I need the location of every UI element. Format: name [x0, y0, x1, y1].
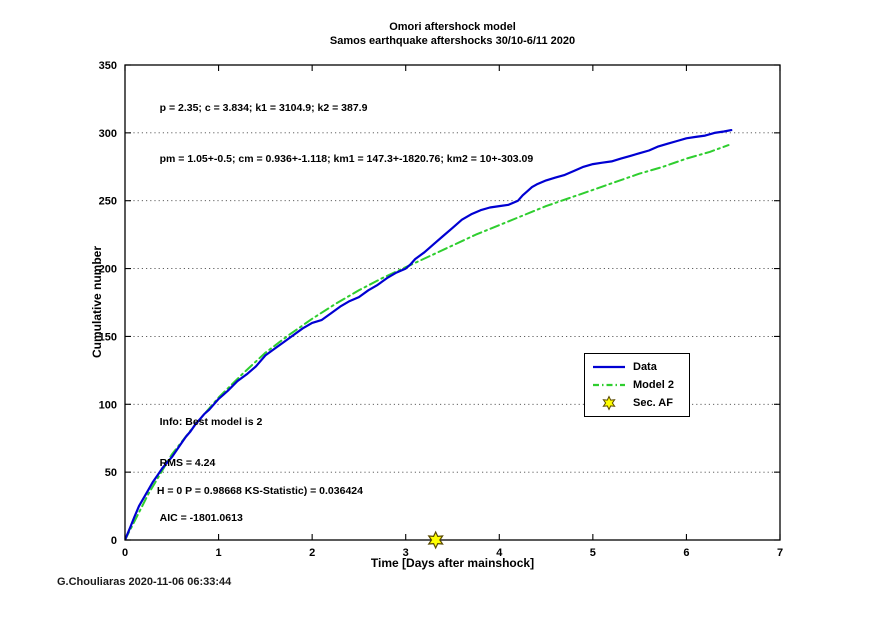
svg-text:350: 350 [99, 60, 117, 72]
line-sample-icon [593, 365, 625, 369]
plot-annotation: p = 2.35; c = 3.834; k1 = 3104.9; k2 = 3… [159, 102, 368, 115]
svg-text:100: 100 [99, 399, 117, 411]
legend: Data Model 2 Sec. AF [584, 353, 690, 417]
legend-entry-data: Data [591, 358, 683, 376]
svg-text:3: 3 [403, 547, 409, 559]
plot-annotation: Info: Best model is 2 [159, 415, 263, 428]
axis-ticks [124, 64, 781, 541]
svg-text:0: 0 [111, 535, 117, 547]
legend-label: Data [633, 361, 657, 373]
plot-annotation: pm = 1.05+-0.5; cm = 0.936+-1.118; km1 =… [159, 152, 534, 165]
svg-text:7: 7 [777, 547, 783, 559]
svg-text:300: 300 [99, 128, 117, 140]
line-sample-icon [593, 383, 625, 387]
svg-text:150: 150 [99, 331, 117, 343]
svg-text:50: 50 [105, 467, 117, 479]
svg-text:1: 1 [216, 547, 222, 559]
svg-text:6: 6 [683, 547, 689, 559]
legend-entry-sec-af: Sec. AF [591, 394, 683, 412]
svg-text:2: 2 [309, 547, 315, 559]
author-credit: G.Chouliaras 2020-11-06 06:33:44 [57, 576, 232, 588]
svg-text:4: 4 [496, 547, 503, 559]
plot-annotation: H = 0 P = 0.98668 KS-Statistic) = 0.0364… [156, 485, 363, 498]
chart-title: Omori aftershock model [389, 21, 516, 33]
chart-subtitle: Samos earthquake aftershocks 30/10-6/11 … [329, 35, 576, 47]
series-layer [125, 129, 733, 540]
plot-annotation: AIC = -1801.0613 [159, 512, 243, 525]
plot-border [124, 64, 781, 541]
svg-text:200: 200 [99, 264, 117, 276]
tick-labels: 0 1 2 3 4 5 6 7 0 50 100 150 200 250 300 350 [99, 60, 783, 559]
svg-text:5: 5 [590, 547, 596, 559]
series-data [125, 129, 733, 540]
series-model-2 [125, 144, 730, 540]
plot-annotation: RMS = 4.24 [159, 456, 216, 469]
star-icon [602, 395, 616, 411]
x-axis-label: Time [Days after mainshock] [370, 556, 535, 570]
legend-label: Sec. AF [633, 397, 673, 409]
secondary-aftershock-star-icon [427, 530, 444, 550]
legend-entry-model-2: Model 2 [591, 376, 683, 394]
svg-text:0: 0 [122, 547, 128, 559]
y-axis-label: Cumulative number [90, 245, 104, 359]
legend-label: Model 2 [633, 379, 674, 391]
svg-text:250: 250 [99, 196, 117, 208]
